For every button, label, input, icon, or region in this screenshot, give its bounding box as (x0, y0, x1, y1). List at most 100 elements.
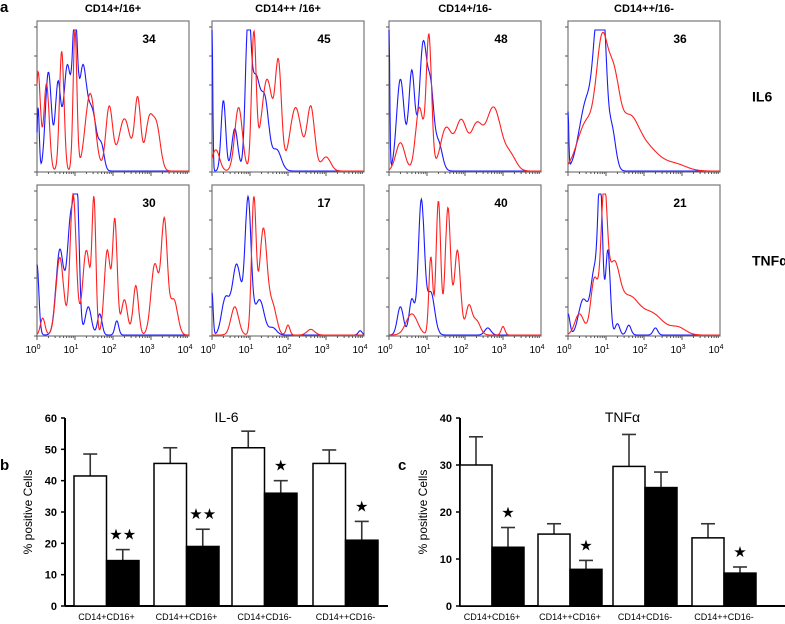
y-axis-label: % positive Cells (416, 470, 430, 555)
bar-black (185, 545, 220, 607)
isotype-curve (36, 29, 189, 172)
bar-white (459, 464, 493, 607)
histogram-frame (388, 20, 542, 173)
isotype-curve (389, 197, 541, 336)
x-tick-label: 102 (101, 344, 116, 356)
histogram-panel: 36 (565, 20, 721, 176)
x-tick-label: 103 (491, 344, 506, 356)
tick-base: 10 (314, 345, 326, 356)
y-tick-label: 20 (440, 507, 452, 519)
bar-black (569, 568, 603, 607)
chart-title: TNFα (605, 409, 640, 425)
x-tick-label: 102 (453, 344, 468, 356)
significance-stars: ★ (274, 458, 287, 475)
bar-black (344, 539, 379, 607)
tick-exponent: 2 (288, 344, 292, 351)
column-title: CD14++ /16+ (255, 3, 321, 15)
tick-base: 10 (415, 345, 427, 356)
significance-stars: ★ (501, 505, 514, 522)
column-title: CD14+/16+ (85, 3, 141, 15)
x-tick-label: 100 (25, 344, 40, 356)
category-label: CD14+CD16+ (464, 612, 521, 622)
panel-label-c: c (398, 457, 406, 474)
isotype-curve (567, 193, 720, 336)
bar-black (263, 492, 298, 607)
tick-base: 10 (200, 345, 212, 356)
histogram-frame (36, 184, 190, 337)
bar-white (231, 447, 266, 607)
tick-exponent: 3 (151, 344, 155, 351)
category-label: CD14+CD16- (237, 612, 291, 622)
x-tick-label: 100 (200, 344, 215, 356)
x-tick-label: 104 (177, 344, 192, 356)
bar-white (537, 533, 571, 607)
x-tick-label: 102 (632, 344, 647, 356)
y-tick-label: 30 (45, 507, 57, 519)
histogram-frame (567, 20, 721, 173)
panel-label-a: a (0, 0, 9, 16)
stained-curve (36, 192, 189, 336)
histogram-frame (211, 184, 365, 337)
bar-black (105, 559, 140, 607)
x-tick-label: 100 (556, 344, 571, 356)
x-tick-label: 102 (276, 344, 291, 356)
tick-exponent: 1 (606, 344, 610, 351)
bar-white (691, 537, 725, 607)
stained-curve (211, 29, 364, 172)
percent-label: 48 (494, 32, 508, 46)
x-tick-label: 103 (314, 344, 329, 356)
isotype-curve (567, 29, 720, 172)
row-label: TNFα (752, 253, 785, 269)
bar-black (723, 572, 757, 607)
y-axis-label: % positive Cells (21, 470, 35, 555)
percent-label: 30 (142, 196, 156, 210)
category-label: CD14++CD16- (694, 612, 754, 622)
row-label: IL6 (752, 89, 772, 105)
percent-label: 36 (673, 32, 687, 46)
x-tick-label: 101 (594, 344, 609, 356)
x-tick-label: 103 (139, 344, 154, 356)
tick-exponent: 4 (364, 344, 368, 351)
column-title: CD14+/16- (438, 3, 492, 15)
x-tick-label: 104 (352, 344, 367, 356)
tick-base: 10 (491, 345, 503, 356)
tick-base: 10 (25, 345, 37, 356)
tick-exponent: 2 (113, 344, 117, 351)
tick-exponent: 0 (37, 344, 41, 351)
bar-white (73, 475, 108, 607)
percent-label: 34 (142, 32, 156, 46)
tick-exponent: 2 (465, 344, 469, 351)
tick-exponent: 4 (541, 344, 545, 351)
tick-base: 10 (177, 345, 189, 356)
percent-label: 17 (317, 196, 331, 210)
y-tick-label: 60 (45, 413, 57, 425)
stained-curve (389, 200, 541, 336)
y-tick-label: 10 (45, 570, 57, 582)
stained-curve (567, 31, 720, 172)
isotype-curve (36, 193, 189, 336)
chart-title: IL-6 (214, 409, 238, 425)
histogram-frame (211, 20, 365, 173)
percent-label: 40 (494, 196, 508, 210)
significance-stars: ★ (579, 537, 592, 554)
isotype-curve (211, 29, 364, 172)
tick-exponent: 2 (644, 344, 648, 351)
y-tick-label: 0 (446, 601, 452, 613)
tick-base: 10 (101, 345, 113, 356)
y-tick-label: 50 (45, 444, 57, 456)
tick-base: 10 (632, 345, 644, 356)
histogram-panel: 34 (34, 20, 190, 176)
percent-label: 21 (673, 196, 687, 210)
bar-white (612, 465, 646, 607)
x-tick-label: 104 (708, 344, 723, 356)
tick-exponent: 0 (212, 344, 216, 351)
tick-exponent: 1 (427, 344, 431, 351)
panel-label-b: b (0, 457, 9, 474)
y-tick-label: 30 (440, 460, 452, 472)
tick-base: 10 (276, 345, 288, 356)
tick-exponent: 3 (503, 344, 507, 351)
tick-exponent: 4 (189, 344, 193, 351)
